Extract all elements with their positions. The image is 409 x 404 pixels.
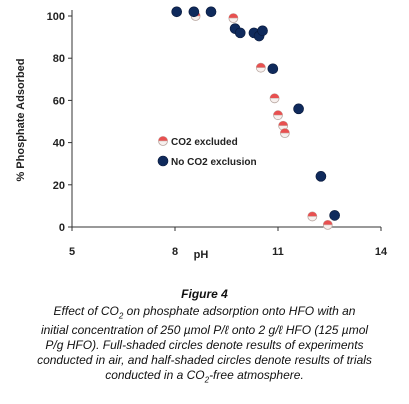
point-no-co2-exclusion: [171, 6, 183, 18]
figure-caption: Figure 4 Effect of CO2 on phosphate adso…: [0, 287, 409, 388]
point-no-co2-exclusion: [234, 27, 246, 39]
point-no-co2-exclusion: [188, 6, 200, 18]
legend: CO2 excluded No CO2 exclusion: [157, 136, 257, 168]
y-tick-label: 100: [47, 11, 65, 23]
point-co2-excluded: [278, 120, 289, 131]
y-axis-label: % Phosphate Adsorbed: [15, 58, 27, 181]
y-tick-label: 80: [53, 53, 65, 65]
x-axis-label: pH: [194, 249, 209, 261]
point-no-co2-exclusion: [267, 63, 279, 75]
point-no-co2-exclusion: [293, 103, 304, 115]
point-co2-excluded: [307, 211, 318, 222]
y-tick-label: 60: [53, 95, 65, 107]
y-tick-label: 40: [53, 138, 65, 150]
caption-line: conducted in air, and half-shaded circle…: [37, 353, 372, 368]
caption-line: initial concentration of 250 µmol P/ℓ on…: [40, 323, 369, 338]
point-co2-excluded: [269, 93, 280, 104]
point-co2-excluded: [279, 128, 290, 139]
legend-marker-no-co2-exclusion: [157, 155, 169, 167]
x-ticks: 5 8 11 14: [69, 227, 388, 258]
point-co2-excluded: [273, 110, 283, 121]
point-co2-excluded: [255, 62, 266, 73]
x-tick-label: 5: [69, 246, 75, 258]
caption-line: Effect of CO2 on phosphate adsorption on…: [53, 304, 356, 321]
legend-label-co2-excluded: CO2 excluded: [171, 137, 238, 148]
y-tick-label: 20: [53, 180, 65, 192]
x-tick-label: 14: [375, 246, 388, 258]
point-no-co2-exclusion: [329, 210, 340, 221]
caption-line: conducted in a CO2-free atmosphere.: [105, 368, 304, 385]
point-co2-excluded: [228, 13, 239, 24]
axes: [71, 10, 381, 228]
point-no-co2-exclusion: [315, 171, 327, 182]
point-no-co2-exclusion: [257, 25, 268, 37]
scatter-chart: 0 20 40 60 80 100 5 8 11 14 % Phosphate Adsorbed…: [15, 6, 388, 261]
figure-number: Figure 4: [181, 287, 228, 301]
x-tick-label: 11: [272, 246, 284, 258]
data-points: [171, 6, 340, 230]
point-co2-excluded: [322, 219, 333, 230]
y-ticks: 0 20 40 60 80 100: [47, 11, 72, 234]
y-tick-label: 0: [59, 222, 65, 234]
point-no-co2-exclusion: [205, 6, 217, 18]
legend-marker-co2-excluded: [158, 136, 168, 146]
caption-line: P/g HFO). Full-shaded circles denote res…: [45, 338, 364, 353]
x-tick-label: 8: [172, 246, 178, 258]
legend-label-no-co2-exclusion: No CO2 exclusion: [171, 157, 257, 168]
